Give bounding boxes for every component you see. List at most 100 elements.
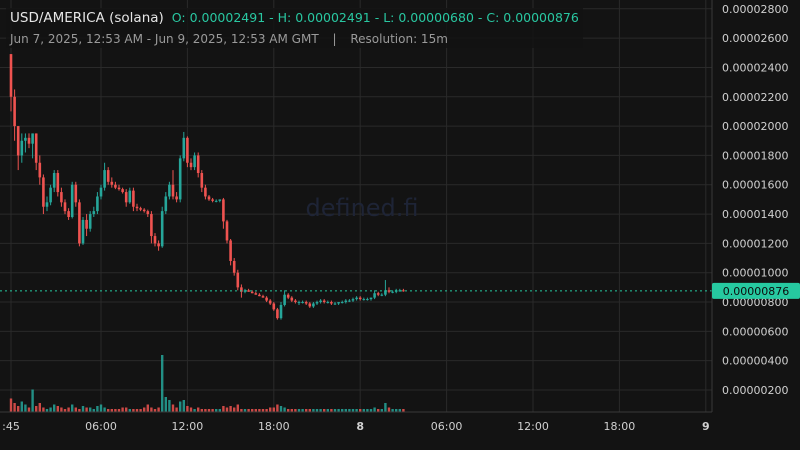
volume-bar: [204, 409, 207, 412]
volume-bar: [157, 407, 160, 412]
candle-body: [124, 192, 128, 203]
volume-bar: [107, 409, 110, 412]
candle-body: [168, 184, 171, 197]
candle-body: [358, 297, 362, 300]
volume-bar: [182, 400, 185, 412]
y-tick-label: 0.00001400: [722, 208, 788, 221]
legend-header: USD/AMERICA (solana) O: 0.00002491 - H: …: [10, 10, 579, 26]
candle-body: [31, 133, 34, 144]
candle-body: [200, 173, 204, 188]
candle-body: [340, 302, 344, 304]
candle-body: [319, 300, 322, 303]
candle-body: [160, 211, 164, 247]
volume-bar: [348, 409, 351, 412]
volume-bar: [89, 407, 92, 412]
candle-body: [351, 299, 355, 301]
candle-body: [24, 137, 27, 141]
candle-body: [290, 297, 294, 301]
y-tick-label: 0.00001600: [722, 179, 788, 192]
volume-bar: [215, 409, 218, 412]
volume-bar: [92, 409, 95, 412]
volume-bar: [114, 409, 117, 412]
volume-bar: [330, 409, 333, 412]
volume-bar: [294, 409, 297, 412]
candle-body: [27, 137, 31, 144]
volume-bar: [53, 404, 56, 412]
volume-bar: [305, 409, 308, 412]
candle-body: [344, 300, 348, 303]
volume-bar: [279, 406, 283, 412]
volume-bar: [251, 409, 254, 412]
current-price-badge-bg: [712, 282, 800, 299]
volume-bar: [362, 409, 365, 412]
candle-body: [196, 155, 200, 174]
candle-body: [315, 302, 319, 304]
volume-bar: [355, 409, 358, 412]
volume-bar: [337, 409, 340, 412]
candle-body: [157, 243, 160, 247]
candle-body: [103, 170, 106, 188]
volume-bar: [200, 409, 203, 412]
volume-bar: [247, 409, 250, 412]
candle-body: [276, 309, 279, 319]
x-tick-label: 18:00: [604, 420, 636, 433]
candle-body: [250, 291, 254, 294]
candle-body: [106, 170, 110, 182]
volume-bar: [20, 401, 23, 412]
volume-bar: [128, 409, 131, 412]
volume-bar: [211, 409, 214, 412]
volume-bar: [67, 407, 70, 412]
volume-bar: [56, 406, 59, 412]
candle-body: [70, 184, 74, 217]
volume-bar: [261, 409, 265, 412]
candle-body: [286, 294, 290, 298]
volume-bar: [326, 409, 329, 412]
candle-body: [139, 208, 142, 210]
date-range: Jun 7, 2025, 12:53 AM - Jun 9, 2025, 12:…: [10, 32, 319, 46]
candle-body: [362, 299, 366, 301]
candle-body: [229, 240, 232, 261]
volume-bar: [42, 407, 45, 412]
y-tick-label: 0.00002000: [722, 120, 788, 133]
volume-bar: [24, 404, 27, 412]
volume-bar: [164, 397, 167, 412]
x-tick-label: 18:00: [258, 420, 290, 433]
candle-body: [34, 133, 38, 163]
candle-body: [164, 196, 168, 212]
volume-bar: [186, 406, 189, 412]
candle-body: [9, 54, 13, 97]
volume-bar: [161, 355, 164, 412]
volume-bar: [398, 409, 401, 412]
resolution-label: Resolution: 15m: [350, 32, 448, 46]
y-tick-label: 0.00001200: [722, 237, 788, 250]
chart-legend: USD/AMERICA (solana) O: 0.00002491 - H: …: [6, 8, 583, 48]
volume-bar: [60, 407, 63, 412]
candle-body: [402, 290, 405, 292]
candle-body: [294, 300, 297, 303]
candle-body: [117, 187, 121, 190]
volume-bar: [254, 409, 257, 412]
candle-body: [261, 296, 265, 298]
candle-body: [373, 293, 376, 298]
y-tick-label: 0.00002400: [722, 61, 788, 74]
x-tick-label: 06:00: [85, 420, 117, 433]
volume-bar: [380, 409, 383, 412]
volume-bar: [301, 409, 304, 412]
x-axis: :45 06:00 12:00 18:00 8 06:00 12:00 18:00 9: [2, 420, 709, 433]
candle-body: [240, 287, 243, 292]
volume-bar: [103, 407, 106, 412]
candle-body: [272, 303, 276, 310]
volume-bar: [341, 409, 344, 412]
volume-bar: [31, 389, 34, 412]
volume-bar: [229, 406, 232, 412]
candle-body: [150, 214, 153, 237]
volume-bar: [74, 407, 77, 412]
candle-body: [45, 202, 49, 207]
volume-bar: [333, 409, 337, 412]
candle-body: [92, 211, 96, 215]
candle-body: [63, 202, 67, 212]
watermark: defined.fi: [305, 194, 418, 222]
candle-body: [218, 199, 222, 201]
candle-body: [279, 304, 283, 319]
